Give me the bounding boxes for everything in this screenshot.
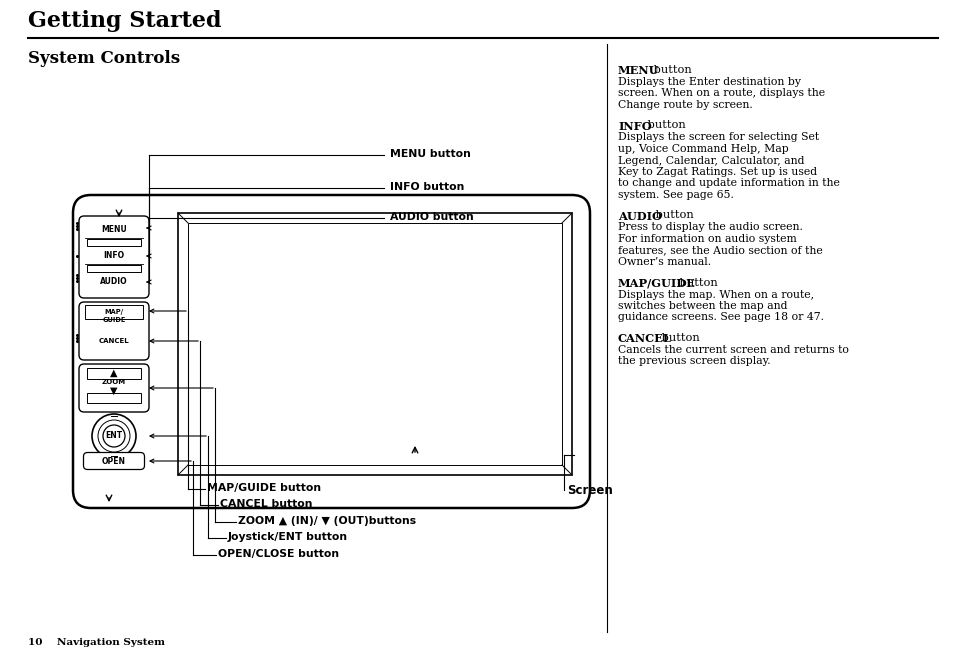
Text: Key to Zagat Ratings. Set up is used: Key to Zagat Ratings. Set up is used (618, 167, 817, 177)
Circle shape (103, 425, 125, 447)
Bar (85, 305, 143, 319)
Text: Joystick/ENT button: Joystick/ENT button (228, 532, 348, 542)
Text: to change and update information in the: to change and update information in the (618, 179, 839, 188)
Text: INFO: INFO (618, 121, 651, 132)
Text: MENU button: MENU button (390, 149, 471, 159)
Text: AUDIO: AUDIO (100, 276, 128, 286)
Text: screen. When on a route, displays the: screen. When on a route, displays the (618, 89, 824, 98)
Text: the previous screen display.: the previous screen display. (618, 357, 770, 366)
Text: AUDIO button: AUDIO button (390, 212, 474, 222)
Text: button: button (643, 121, 685, 130)
Text: Displays the map. When on a route,: Displays the map. When on a route, (618, 289, 813, 299)
Text: Owner’s manual.: Owner’s manual. (618, 257, 710, 267)
Text: Legend, Calendar, Calculator, and: Legend, Calendar, Calculator, and (618, 155, 803, 166)
Text: system. See page 65.: system. See page 65. (618, 190, 733, 200)
Text: OPEN: OPEN (102, 456, 126, 466)
FancyBboxPatch shape (79, 302, 149, 360)
Text: GUIDE: GUIDE (102, 317, 126, 323)
Text: up, Voice Command Help, Map: up, Voice Command Help, Map (618, 144, 788, 154)
Text: MAP/: MAP/ (105, 309, 123, 315)
Text: For information on audio system: For information on audio system (618, 234, 796, 244)
Text: AUDIO: AUDIO (618, 211, 661, 222)
Bar (87, 239, 141, 246)
FancyBboxPatch shape (84, 452, 144, 469)
Text: ZOOM ▲ (IN)/ ▼ (OUT)buttons: ZOOM ▲ (IN)/ ▼ (OUT)buttons (237, 516, 416, 526)
Text: switches between the map and: switches between the map and (618, 301, 786, 311)
Text: MENU: MENU (618, 65, 659, 76)
Text: ZOOM: ZOOM (102, 379, 126, 385)
Text: Cancels the current screen and returns to: Cancels the current screen and returns t… (618, 345, 848, 355)
Text: Screen: Screen (566, 484, 612, 497)
Circle shape (98, 420, 130, 452)
Text: ENT: ENT (106, 432, 122, 441)
Circle shape (91, 414, 136, 458)
Bar (188, 223, 561, 465)
Bar (87, 393, 141, 403)
Text: MAP/GUIDE button: MAP/GUIDE button (207, 483, 321, 493)
FancyBboxPatch shape (79, 364, 149, 412)
Text: Change route by screen.: Change route by screen. (618, 100, 752, 110)
Text: CANCEL button: CANCEL button (220, 499, 313, 509)
Text: button: button (676, 278, 717, 288)
Text: CANCEL: CANCEL (98, 338, 130, 344)
Text: 10    Navigation System: 10 Navigation System (28, 638, 165, 647)
Text: Displays the Enter destination by: Displays the Enter destination by (618, 77, 801, 87)
Text: Press to display the audio screen.: Press to display the audio screen. (618, 222, 802, 233)
Text: System Controls: System Controls (28, 50, 180, 67)
Text: button: button (658, 333, 699, 343)
Text: OPEN/CLOSE button: OPEN/CLOSE button (218, 549, 338, 559)
Text: features, see the Audio section of the: features, see the Audio section of the (618, 246, 821, 256)
Text: MENU: MENU (101, 224, 127, 233)
Text: MAP/GUIDE: MAP/GUIDE (618, 278, 695, 288)
Bar (178, 213, 572, 475)
Bar (87, 265, 141, 272)
FancyBboxPatch shape (73, 195, 589, 508)
Text: INFO button: INFO button (390, 182, 464, 192)
Text: ▼: ▼ (111, 386, 117, 396)
Text: Getting Started: Getting Started (28, 10, 221, 32)
Text: guidance screens. See page 18 or 47.: guidance screens. See page 18 or 47. (618, 312, 823, 323)
Text: INFO: INFO (103, 252, 125, 261)
Text: Displays the screen for selecting Set: Displays the screen for selecting Set (618, 132, 819, 143)
Text: ▲: ▲ (111, 368, 117, 378)
Bar (87, 368, 141, 379)
Text: button: button (649, 65, 691, 75)
Text: button: button (651, 211, 693, 220)
Text: CANCEL: CANCEL (618, 333, 671, 344)
FancyBboxPatch shape (79, 216, 149, 298)
